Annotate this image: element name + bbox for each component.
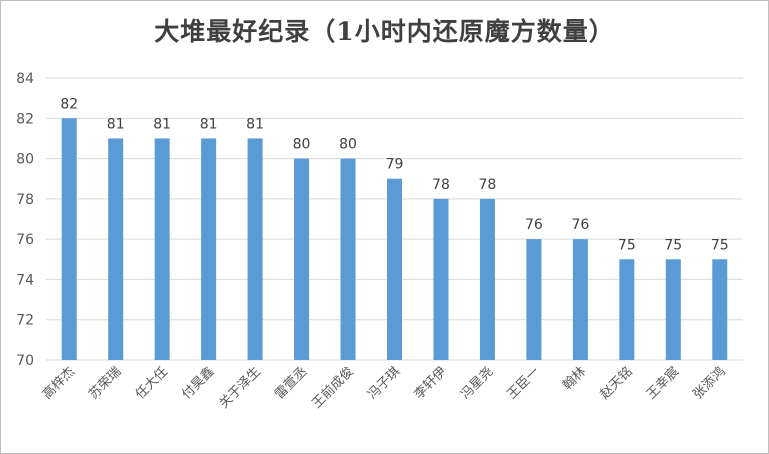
data-label: 78 <box>479 177 497 193</box>
x-tick-label: 苏荣瑞 <box>86 364 125 403</box>
y-tick-label: 78 <box>16 192 34 208</box>
bar-赵天铭 <box>619 259 635 360</box>
x-tick-label: 关于泽生 <box>217 364 264 411</box>
data-label: 75 <box>664 237 682 253</box>
data-label: 76 <box>571 217 589 233</box>
data-label: 76 <box>525 217 543 233</box>
data-label: 80 <box>339 137 357 153</box>
bar-任大任 <box>154 138 170 360</box>
data-label: 75 <box>711 237 729 253</box>
data-label: 81 <box>246 116 264 132</box>
chart-title: 大堆最好纪录（1小时内还原魔方数量） <box>154 17 615 46</box>
y-tick-label: 74 <box>16 272 34 288</box>
x-tick-label: 张添鸿 <box>690 364 729 403</box>
bar-李轩伊 <box>433 198 449 360</box>
bar-王幸宸 <box>665 259 681 360</box>
bars <box>61 118 728 361</box>
bar-翰林 <box>572 239 588 360</box>
x-tick-label: 李轩伊 <box>412 364 450 402</box>
data-label: 81 <box>107 116 125 132</box>
y-tick-label: 76 <box>16 232 34 248</box>
x-tick-label: 赵天铭 <box>597 364 635 402</box>
x-tick-label: 高梓杰 <box>39 364 78 403</box>
x-tick-label: 雷萱丞 <box>272 364 310 402</box>
bar-关于泽生 <box>247 138 263 360</box>
y-tick-label: 84 <box>16 71 34 87</box>
y-tick-label: 80 <box>16 152 34 168</box>
bar-张添鸿 <box>712 259 728 360</box>
bar-苏荣瑞 <box>108 138 124 360</box>
bar-王前成俊 <box>340 158 356 360</box>
y-tick-label: 72 <box>16 313 34 329</box>
data-label: 78 <box>432 177 450 193</box>
x-axis: 高梓杰 苏荣瑞 任大任 付昊鑫 关于泽生 雷萱丞 王前成俊 冯子琪 李轩伊 冯星尧 王臣一 翰林 赵天铭… <box>39 364 728 412</box>
bar-高梓杰 <box>61 118 77 361</box>
x-tick-label: 王臣一 <box>505 364 543 402</box>
x-tick-label: 付昊鑫 <box>179 364 218 403</box>
x-tick-label: 王前成俊 <box>309 364 357 412</box>
data-label: 82 <box>60 96 78 112</box>
y-tick-label: 70 <box>16 353 34 369</box>
x-tick-label: 王幸宸 <box>643 364 682 403</box>
bar-冯子琪 <box>387 178 402 360</box>
bar-冯星尧 <box>479 198 495 360</box>
y-axis: 70 72 74 76 78 80 82 84 <box>16 71 34 369</box>
data-label: 80 <box>293 137 311 153</box>
bar-雷萱丞 <box>294 158 310 360</box>
data-label: 81 <box>200 116 218 132</box>
data-label: 81 <box>153 116 171 132</box>
data-labels: 82 81 81 81 81 80 80 79 78 78 76 76 75 75 75 <box>60 96 728 253</box>
data-label: 75 <box>618 237 636 253</box>
x-tick-label: 翰林 <box>560 364 589 393</box>
bar-王臣一 <box>526 239 542 360</box>
x-tick-label: 冯星尧 <box>458 364 496 402</box>
x-tick-label: 冯子琪 <box>365 364 403 402</box>
bar-付昊鑫 <box>201 138 217 360</box>
y-tick-label: 82 <box>16 111 34 127</box>
data-label: 79 <box>386 157 404 173</box>
x-tick-label: 任大任 <box>133 364 171 402</box>
